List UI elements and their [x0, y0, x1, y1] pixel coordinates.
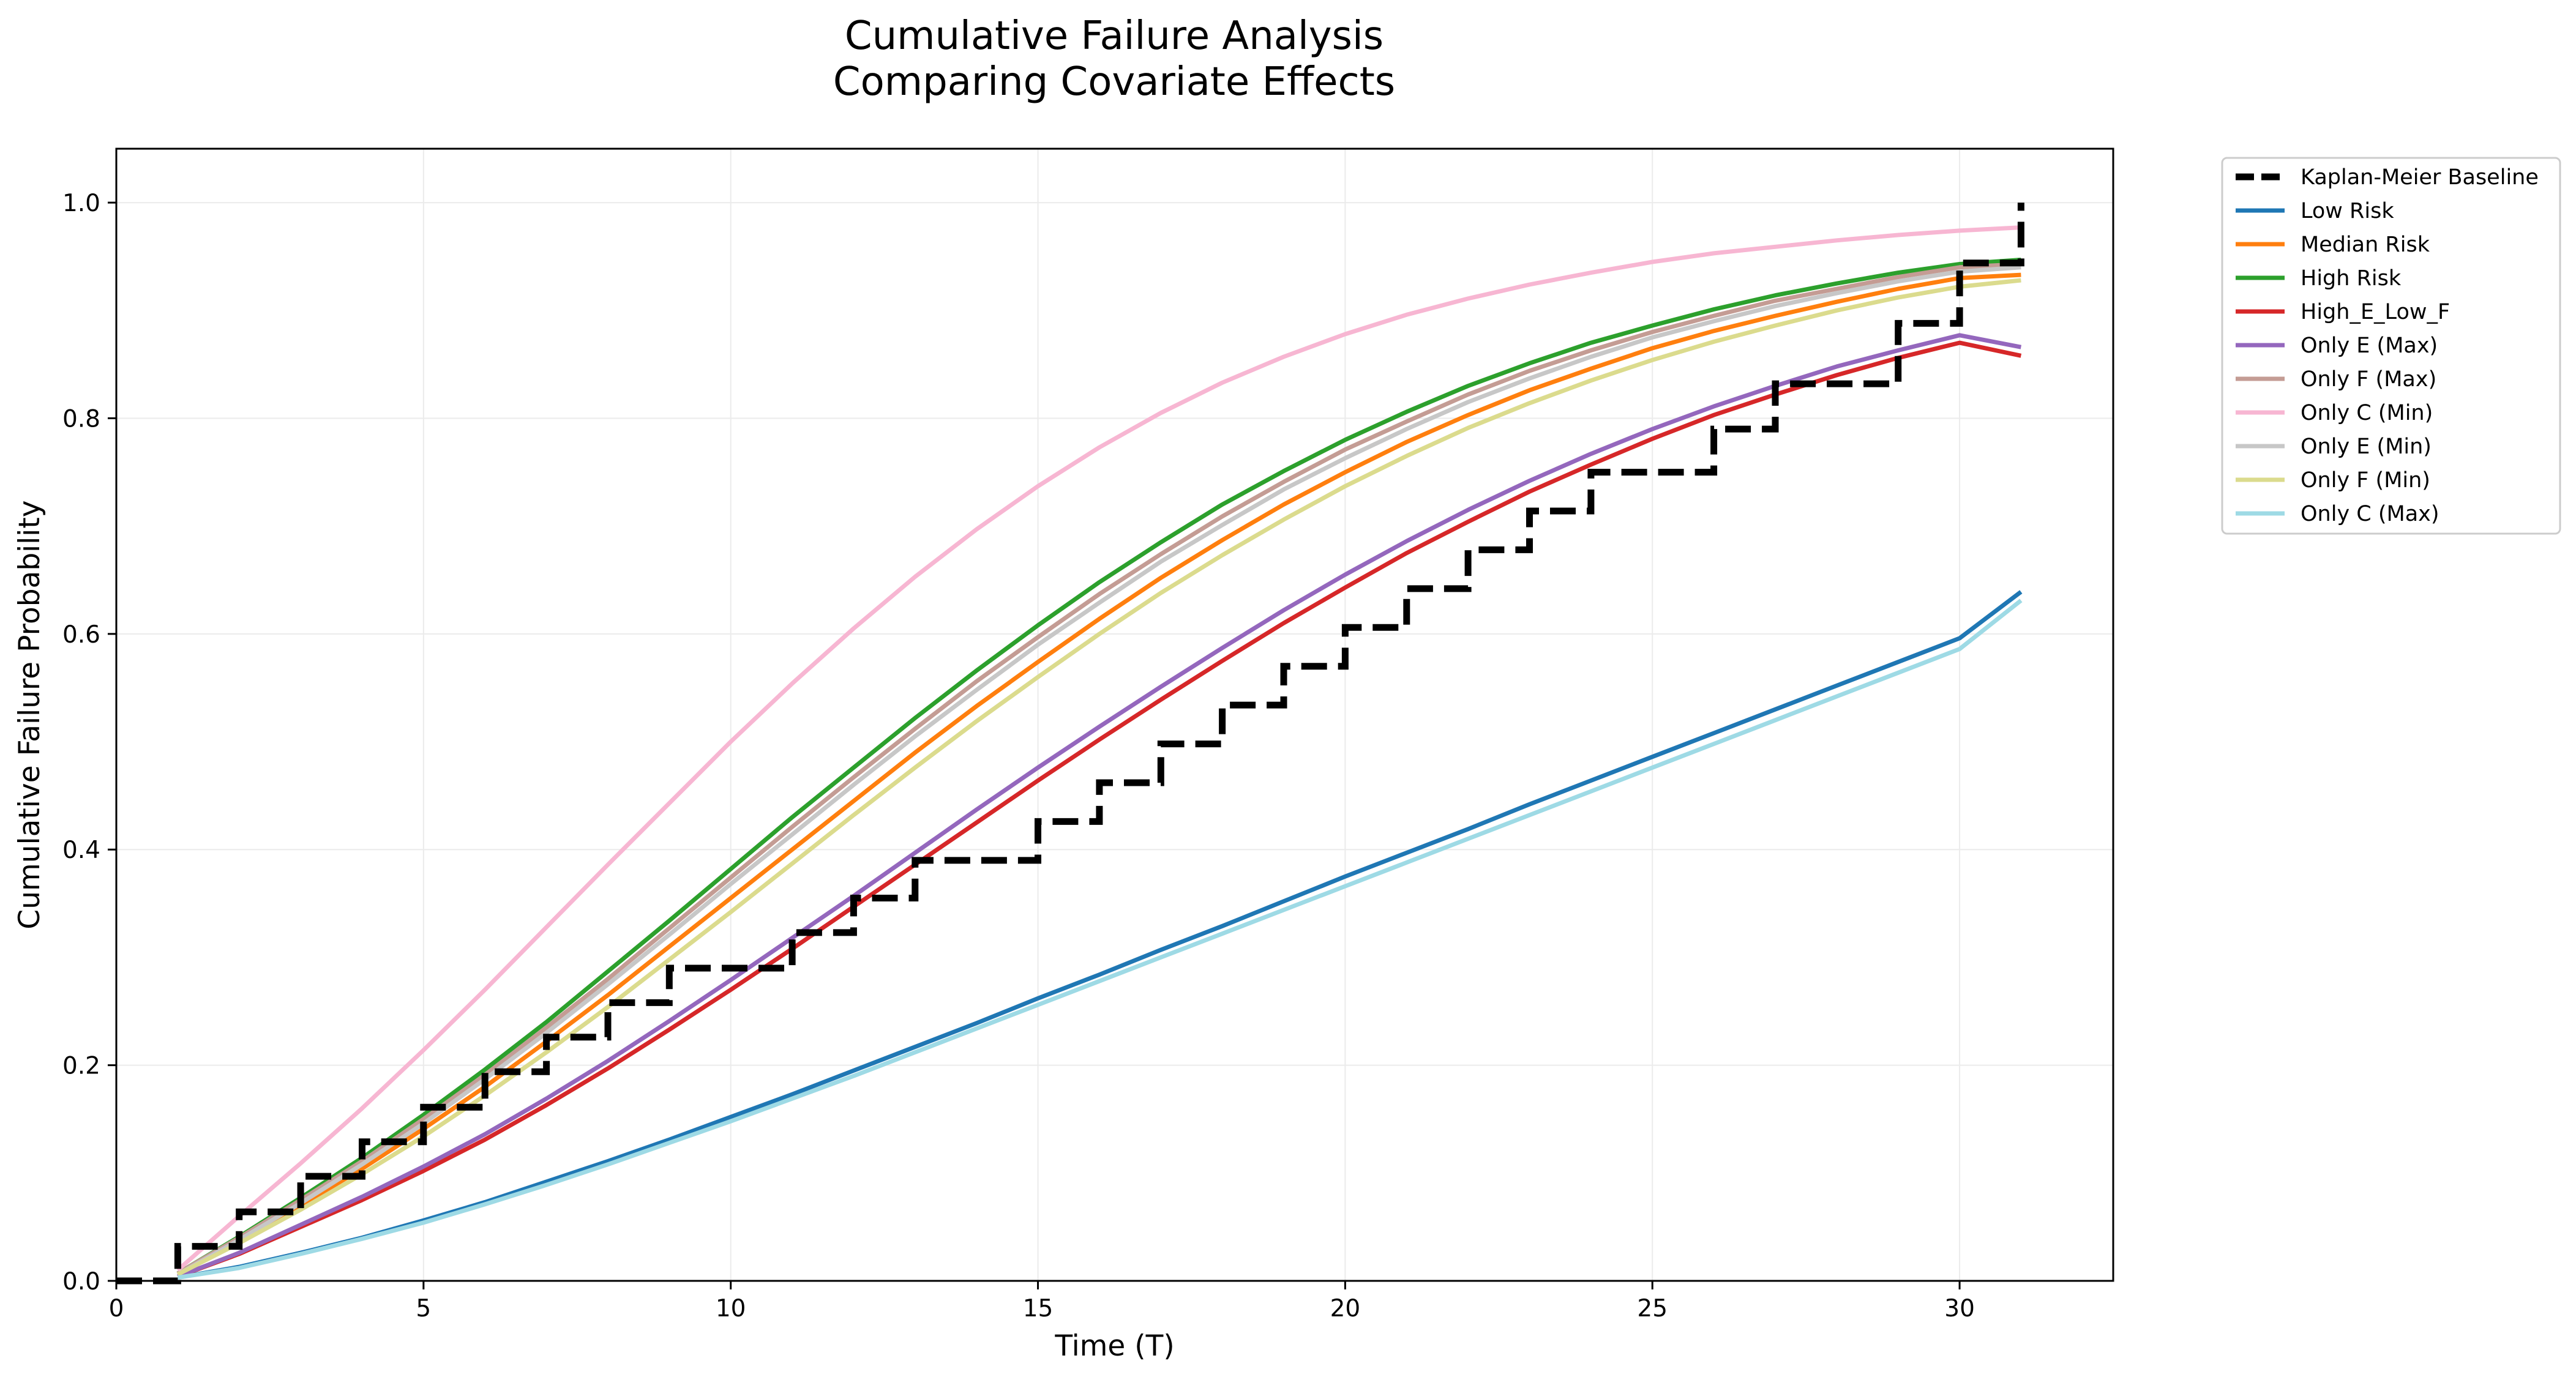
- plot-area-frame: [115, 147, 2114, 1282]
- y-axis-ticks: 0.0 0.2 0.4 0.6 0.8 1.0: [62, 190, 116, 1296]
- legend: Kaplan-Meier Baseline Low Risk Median Risk…: [2221, 157, 2561, 535]
- y-tick-label: 0.6: [62, 621, 100, 649]
- x-tick-label: 10: [716, 1295, 746, 1322]
- legend-label: Only F (Max): [2301, 367, 2436, 392]
- legend-label: High Risk: [2301, 266, 2402, 291]
- x-axis-ticks: 0 5 10 15 20 25 30: [109, 1281, 1975, 1322]
- legend-label: Kaplan-Meier Baseline: [2301, 165, 2539, 190]
- y-tick-label: 0.0: [62, 1268, 100, 1296]
- x-tick-label: 5: [416, 1295, 431, 1322]
- x-axis-label: Time (T): [1054, 1329, 1174, 1363]
- series-line-high-e-low-f: [177, 340, 2022, 1279]
- chart-subtitle: Comparing Covariate Effects: [833, 59, 1395, 105]
- series-line-only-c-min: [176, 225, 2021, 1272]
- y-tick-label: 0.4: [62, 837, 100, 864]
- series-line-only-c-max: [177, 599, 2023, 1280]
- legend-label: Only C (Max): [2301, 502, 2439, 526]
- x-tick-label: 0: [109, 1295, 124, 1322]
- series-line-high-risk: [176, 258, 2021, 1275]
- y-tick-label: 1.0: [62, 190, 100, 217]
- legend-label: Only E (Min): [2301, 435, 2432, 459]
- x-tick-label: 20: [1330, 1295, 1361, 1322]
- legend-label: Low Risk: [2301, 199, 2394, 223]
- kaplan-meier-baseline: [116, 203, 2024, 1285]
- legend-box: [2221, 157, 2561, 535]
- legend-label: Only F (Min): [2301, 468, 2430, 493]
- series-line-only-e-max: [177, 333, 2022, 1279]
- y-axis-label: Cumulative Failure Probability: [13, 500, 47, 929]
- y-tick-label: 0.2: [62, 1053, 100, 1080]
- legend-label: Median Risk: [2301, 233, 2430, 257]
- x-tick-label: 15: [1023, 1295, 1054, 1322]
- legend-label: Only C (Min): [2301, 401, 2433, 425]
- x-tick-label: 30: [1944, 1295, 1975, 1322]
- y-tick-label: 0.8: [62, 405, 100, 433]
- legend-label: High_E_Low_F: [2301, 300, 2450, 324]
- legend-label: Only E (Max): [2301, 334, 2438, 358]
- baseline-step-line: [116, 203, 2024, 1285]
- x-tick-label: 25: [1637, 1295, 1668, 1322]
- chart-title: Cumulative Failure Analysis: [845, 13, 1383, 59]
